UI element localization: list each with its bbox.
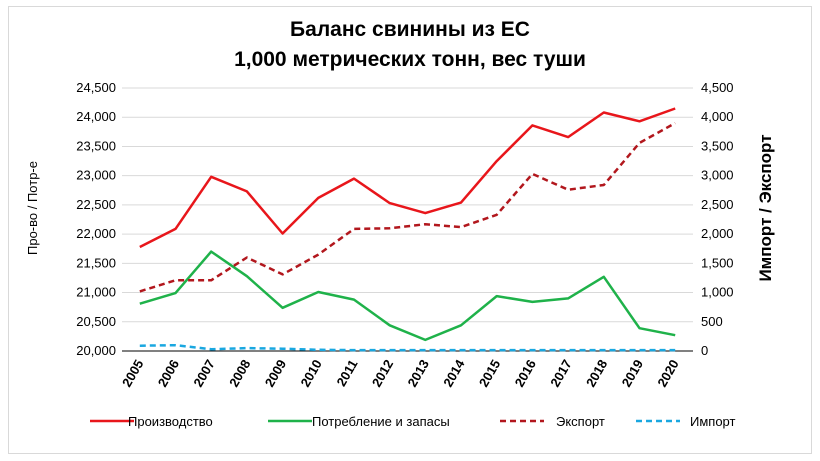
right-tick-label: 4,500 bbox=[701, 80, 734, 95]
right-axis-ticks: 0 500 1,000 1,500 2,000 2,500 3,000 3,500 4,000 4… bbox=[701, 80, 734, 358]
right-tick-label: 3,500 bbox=[701, 138, 734, 153]
series-line bbox=[139, 122, 676, 293]
left-tick-label: 22,000 bbox=[76, 226, 116, 241]
x-tick-label: 2017 bbox=[547, 357, 574, 390]
x-tick-label: 2019 bbox=[619, 357, 646, 390]
right-tick-label: 3,000 bbox=[701, 168, 734, 183]
right-tick-label: 1,000 bbox=[701, 285, 734, 300]
series-line bbox=[139, 343, 676, 352]
x-tick-label: 2011 bbox=[333, 357, 360, 389]
x-tick-label: 2020 bbox=[654, 357, 681, 390]
x-tick-label: 2014 bbox=[440, 356, 468, 389]
left-tick-label: 20,500 bbox=[76, 314, 116, 329]
x-tick-label: 2018 bbox=[583, 357, 610, 390]
right-tick-label: 1,500 bbox=[701, 255, 734, 270]
right-tick-label: 2,000 bbox=[701, 226, 734, 241]
grid-lines bbox=[122, 87, 693, 323]
legend-label: Экспорт bbox=[556, 414, 605, 429]
x-tick-label: 2010 bbox=[297, 357, 324, 390]
x-tick-label: 2015 bbox=[476, 357, 503, 390]
series-line bbox=[139, 250, 676, 342]
series-line bbox=[139, 107, 676, 249]
x-tick-label: 2009 bbox=[262, 357, 289, 390]
x-tick-label: 2007 bbox=[190, 357, 217, 390]
left-tick-label: 20,000 bbox=[76, 343, 116, 358]
left-tick-label: 21,500 bbox=[76, 255, 116, 270]
legend: Производство Потребление и запасы Экспорт И… bbox=[90, 414, 735, 429]
left-tick-label: 23,500 bbox=[76, 138, 116, 153]
left-tick-label: 24,500 bbox=[76, 80, 116, 95]
left-tick-label: 23,000 bbox=[76, 168, 116, 183]
x-tick-label: 2008 bbox=[226, 357, 253, 390]
chart-title-line1: Баланс свинины из ЕС bbox=[290, 18, 530, 41]
x-tick-label: 2012 bbox=[369, 357, 396, 390]
left-tick-label: 24,000 bbox=[76, 109, 116, 124]
right-axis-label: Импорт / Экспорт bbox=[756, 134, 775, 281]
right-tick-label: 500 bbox=[701, 314, 723, 329]
x-tick-label: 2006 bbox=[155, 357, 182, 390]
right-tick-label: 2,500 bbox=[701, 197, 734, 212]
chart-title-line2: 1,000 метрических тонн, вес туши bbox=[234, 48, 586, 71]
chart-frame bbox=[8, 6, 812, 454]
x-axis-ticks: 2005 2006 2007 2008 2009 2010 2011 2012 2013 2014… bbox=[119, 356, 682, 389]
legend-label: Потребление и запасы bbox=[312, 414, 450, 429]
right-tick-label: 0 bbox=[701, 343, 708, 358]
left-tick-label: 22,500 bbox=[76, 197, 116, 212]
left-axis-label: Про-во / Потр-е bbox=[25, 161, 40, 255]
legend-label: Импорт bbox=[690, 414, 735, 429]
right-tick-label: 4,000 bbox=[701, 109, 734, 124]
left-axis-ticks: 20,000 20,500 21,000 21,500 22,000 22,500 23,0… bbox=[76, 80, 116, 358]
series-lines bbox=[139, 107, 676, 352]
x-tick-label: 2016 bbox=[512, 357, 539, 390]
x-tick-label: 2013 bbox=[404, 357, 431, 390]
left-tick-label: 21,000 bbox=[76, 285, 116, 300]
legend-label: Производство bbox=[128, 414, 213, 429]
x-tick-label: 2005 bbox=[119, 357, 146, 390]
